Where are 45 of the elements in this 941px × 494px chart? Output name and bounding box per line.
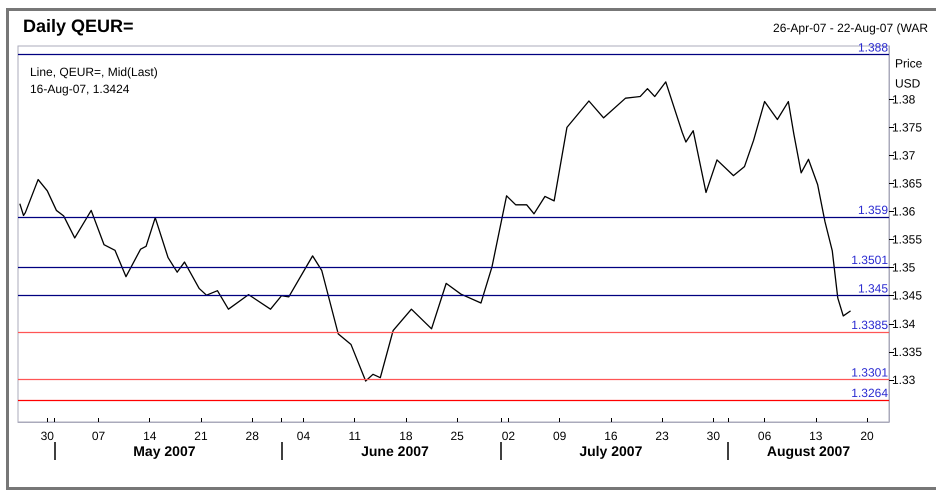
annotation: 16-Aug-07, 1.3424 [30, 81, 130, 98]
x-tick-label: 09 [552, 429, 567, 443]
x-tick-label: 04 [296, 429, 310, 443]
y-tick-label: 1.345 [892, 288, 922, 303]
y-tick-label: 1.335 [892, 344, 922, 359]
y-tick-label: 1.33 [892, 372, 916, 387]
y-tick-label: 1.34 [892, 316, 916, 331]
ref-line-label: 1.345 [858, 282, 888, 296]
x2-tick-label: July 2007 [579, 443, 643, 459]
x-tick-label: 21 [194, 429, 208, 443]
x-tick-label: 28 [246, 429, 260, 443]
y-tick-label: 1.37 [892, 148, 916, 162]
x-tick-label: 11 [348, 429, 362, 443]
x-tick-label: 06 [758, 429, 772, 443]
annotation: Line, QEUR=, Mid(Last) [30, 64, 158, 81]
x-tick-label: 02 [502, 429, 516, 443]
y-tick-label: 1.365 [892, 176, 922, 190]
x-tick-label: 18 [399, 429, 413, 443]
y-tick-label: 1.35 [892, 260, 916, 275]
y-tick-label: 1.36 [892, 204, 916, 219]
x-tick-label: 13 [809, 429, 823, 443]
y-tick-label: 1.355 [892, 232, 922, 247]
chart-title: Daily QEUR= [23, 16, 134, 36]
y-tick-label: 1.375 [892, 120, 922, 134]
x-tick-label: 30 [706, 429, 720, 443]
x2-tick-label: May 2007 [133, 443, 196, 459]
chart-subtitle: 26-Apr-07 - 22-Aug-07 (WAR [773, 21, 928, 35]
ref-line-label: 1.3385 [851, 318, 888, 332]
x2-tick-label: August 2007 [766, 443, 850, 459]
x-tick-label: 25 [450, 429, 464, 443]
x-tick-label: 07 [92, 429, 106, 443]
x-tick-label: 23 [655, 429, 670, 443]
y-axis-title: Price USD [895, 56, 923, 90]
x-tick-label: 20 [860, 429, 874, 443]
line-series [19, 81, 852, 382]
ref-line-label: 1.3301 [851, 365, 888, 380]
x2-tick-label: June 2007 [361, 443, 430, 459]
ref-line-label: 1.359 [858, 203, 888, 218]
y-tick-label: 1.38 [892, 92, 916, 106]
ref-line-label: 1.3501 [851, 253, 888, 268]
x-tick-label: 30 [40, 429, 54, 443]
ref-line-label: 1.388 [858, 40, 888, 54]
ref-line-label: 1.3264 [851, 386, 888, 400]
x-tick-label: 14 [143, 429, 157, 443]
x-tick-label: 16 [604, 429, 618, 443]
